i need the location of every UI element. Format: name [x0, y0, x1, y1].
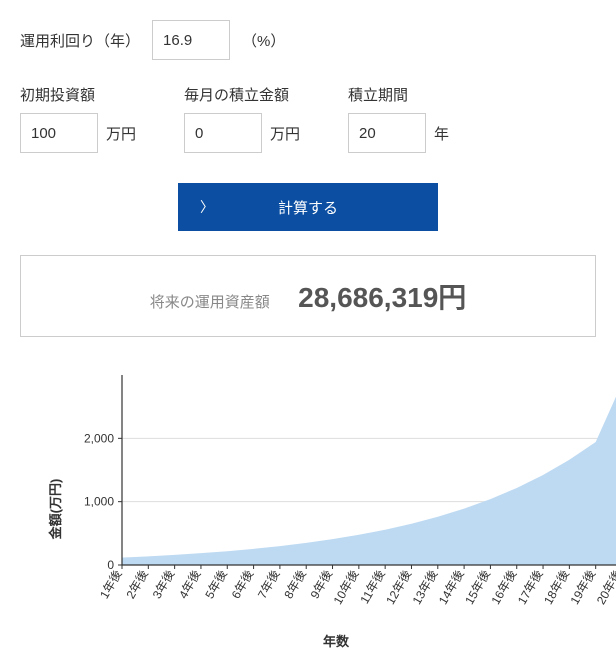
svg-text:6年後: 6年後	[229, 568, 256, 602]
svg-text:12年後: 12年後	[383, 568, 414, 607]
result-label: 将来の運用資産額	[150, 294, 270, 311]
result-value: 28,686,319円	[298, 282, 466, 313]
svg-text:9年後: 9年後	[308, 568, 335, 602]
period-field-group: 積立期間 年	[348, 84, 449, 153]
initial-field-group: 初期投資額 万円	[20, 84, 136, 153]
initial-unit: 万円	[106, 123, 136, 144]
svg-text:5年後: 5年後	[202, 568, 229, 602]
period-input[interactable]	[348, 113, 426, 153]
svg-text:19年後: 19年後	[567, 568, 598, 607]
initial-label: 初期投資額	[20, 84, 136, 105]
calculate-button[interactable]: 〉 計算する	[178, 183, 438, 231]
svg-text:1,000: 1,000	[84, 495, 114, 509]
svg-text:10年後: 10年後	[331, 568, 362, 607]
rate-unit: （%）	[242, 30, 285, 51]
rate-input[interactable]	[152, 20, 230, 60]
initial-input[interactable]	[20, 113, 98, 153]
result-box: 将来の運用資産額 28,686,319円	[20, 255, 596, 337]
monthly-input[interactable]	[184, 113, 262, 153]
svg-text:14年後: 14年後	[436, 568, 467, 607]
svg-text:18年後: 18年後	[541, 568, 572, 607]
svg-text:16年後: 16年後	[489, 568, 520, 607]
chart-container: 金額(万円) 01,0002,0001年後2年後3年後4年後5年後6年後7年後8…	[20, 367, 596, 650]
svg-text:2,000: 2,000	[84, 431, 114, 445]
svg-text:15年後: 15年後	[462, 568, 493, 607]
svg-text:2年後: 2年後	[123, 568, 150, 602]
monthly-unit: 万円	[270, 123, 300, 144]
svg-text:13年後: 13年後	[410, 568, 441, 607]
monthly-field-group: 毎月の積立金額 万円	[184, 84, 300, 153]
area-chart: 01,0002,0001年後2年後3年後4年後5年後6年後7年後8年後9年後10…	[76, 367, 616, 625]
svg-text:3年後: 3年後	[150, 568, 177, 602]
chart-xlabel: 年数	[76, 631, 596, 650]
svg-text:20年後: 20年後	[594, 568, 616, 607]
calculate-button-label: 計算する	[278, 197, 338, 218]
monthly-label: 毎月の積立金額	[184, 84, 300, 105]
period-label: 積立期間	[348, 84, 449, 105]
chart-ylabel: 金額(万円)	[45, 478, 64, 539]
rate-label: 運用利回り（年）	[20, 30, 140, 51]
svg-text:8年後: 8年後	[281, 568, 308, 602]
svg-text:1年後: 1年後	[97, 568, 124, 602]
svg-text:4年後: 4年後	[176, 568, 203, 602]
period-unit: 年	[434, 123, 449, 144]
chevron-right-icon: 〉	[200, 197, 214, 217]
svg-text:17年後: 17年後	[515, 568, 546, 607]
svg-text:7年後: 7年後	[255, 568, 282, 602]
